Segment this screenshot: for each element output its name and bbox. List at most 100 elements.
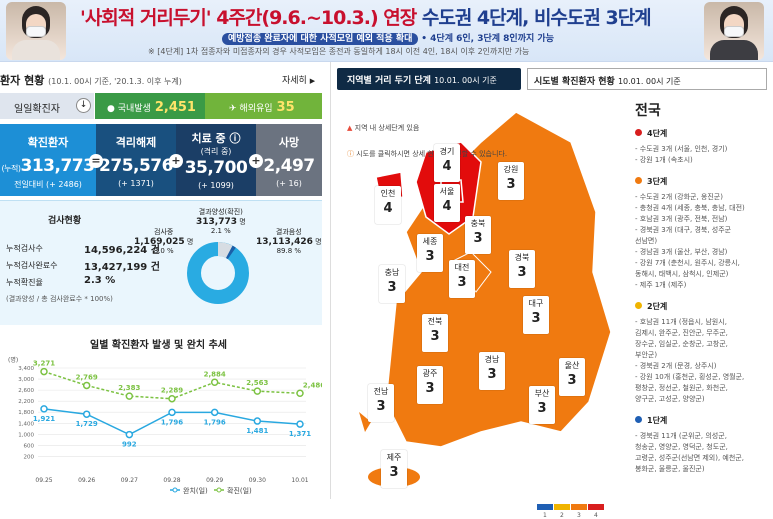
- region-chungnam[interactable]: 충남 3: [379, 265, 405, 303]
- legend-level-l4: 4단계: [635, 128, 667, 139]
- korea-map-svg: [359, 111, 612, 487]
- region-gwangju[interactable]: 광주 3: [417, 366, 443, 404]
- legend-item: - 수도권 3개 (서울, 인천, 경기): [635, 145, 728, 153]
- released-value: 275,576: [99, 156, 173, 176]
- region-seoul[interactable]: 서울 4: [434, 184, 460, 222]
- campaign-banner[interactable]: '사회적 거리두기' 4주간(9.6.~10.3.) 연장 수도권 4단계, 비…: [0, 0, 773, 62]
- legend-item: 청송군, 영양군, 영덕군, 청도군,: [635, 443, 728, 451]
- legend-level-l2: 2단계: [635, 301, 667, 312]
- legend-item: 장수군, 임실군, 순창군, 고창군,: [635, 340, 728, 348]
- trend-chart-svg: (명)3,400 3,000 2,600 2,200 1,800 1,400 1,000 60…: [8, 356, 322, 495]
- legend-item: - 경북권 2개 (문경, 상주시): [635, 362, 717, 370]
- legend-item: - 호남권 3개 (광주, 전북, 전남): [635, 215, 728, 223]
- test-donut-chart: [187, 242, 249, 304]
- level-dot-icon: [635, 177, 642, 184]
- region-panel: 지역별 거리 두기 단계 10.01. 00시 기준 시도별 확진환자 현황 1…: [330, 62, 773, 519]
- test-status-section: 검사현황 누적검사수 14,596,224 건 누적검사완료수 13,427,199…: [0, 200, 322, 325]
- legend-item: - 강원 1개 (속초시): [635, 156, 693, 164]
- y-unit-label: (명): [8, 356, 18, 364]
- death-box: 사망 2,497 (+ 16): [256, 124, 322, 196]
- treatment-value: 35,700: [184, 158, 248, 178]
- region-gyeongnam[interactable]: 경남 3: [479, 352, 505, 390]
- data-label: 2,884: [204, 370, 226, 378]
- region-ulsan[interactable]: 울산 3: [559, 358, 585, 396]
- data-label: 1,796: [204, 418, 226, 426]
- data-point: [168, 394, 176, 403]
- info-icon: ⓘ: [229, 132, 241, 145]
- donut-label-testing: 검사중 1,169,025 명 8.0 %: [134, 228, 194, 255]
- plane-icon: ✈: [229, 104, 237, 114]
- y-tick-label: 1,000: [18, 432, 34, 438]
- legend-marker: [216, 487, 222, 493]
- legend-item: - 강원 7개 (춘천시, 원주시, 강릉시,: [635, 259, 740, 267]
- data-label: 3,271: [33, 360, 55, 368]
- y-tick-label: 2,200: [18, 399, 34, 405]
- test-row-complete: 누적검사완료수 13,427,199 건: [6, 261, 160, 273]
- region-incheon[interactable]: 인천 4: [375, 186, 401, 224]
- region-gangwon[interactable]: 강원 3: [498, 162, 524, 200]
- tab-city-confirmed[interactable]: 시도별 확진환자 현황 10.01. 00시 기준: [527, 68, 767, 90]
- level-dot-icon: [635, 416, 642, 423]
- region-jeonbuk[interactable]: 전북 3: [422, 314, 448, 352]
- region-jeju[interactable]: 제주 3: [381, 450, 407, 488]
- daily-confirmed-row: 일일확진자 ↓ ● 국내발생 2,451 ✈ 해외유입 35: [0, 93, 322, 119]
- legend-label: 완치(일): [183, 486, 208, 495]
- legend-item: - 수도권 2개 (강화군, 옹진군): [635, 193, 723, 201]
- test-row-formula: (결과양성 / 총 검사완료수 * 100%): [6, 295, 113, 303]
- overseas-count: ✈ 해외유입 35: [205, 93, 322, 119]
- data-label: 1,796: [161, 418, 183, 426]
- legend-item: 선남면): [635, 237, 658, 245]
- legend-item: 부안군): [635, 351, 658, 359]
- map-hint-detail: ▲ 지역 내 상세단계 있음: [347, 124, 420, 132]
- donut-label-positive: 결과양성(확진) 313,773 명 2.1 %: [196, 208, 246, 235]
- data-point: [125, 430, 134, 439]
- region-gyeonggi[interactable]: 경기 4: [434, 144, 460, 182]
- data-point: [210, 378, 219, 387]
- y-tick-label: 3,000: [18, 377, 34, 383]
- map-hint: ⓘ 시도를 클릭하시면 상세 현황을 확인할 수 있습니다.: [347, 150, 508, 158]
- data-point: [40, 367, 48, 376]
- treatment-box: 치료 중 ⓘ (격리 중) 35,700 (+ 1099): [176, 124, 256, 196]
- legend-item: 양구군, 고성군, 양양군): [635, 395, 705, 403]
- banner-title: '사회적 거리두기' 4주간(9.6.~10.3.) 연장 수도권 4단계, 비…: [80, 7, 652, 29]
- data-label: 1,481: [246, 427, 268, 435]
- legend-level-l3: 3단계: [635, 176, 667, 187]
- x-tick-label: 09.25: [35, 477, 52, 484]
- banner-pill: 예방접종 완료자에 대한 사적모임 예외 적용 확대: [222, 33, 419, 45]
- region-sejong[interactable]: 세종 3: [417, 234, 443, 272]
- panel-title: 환자 현황 (10.1. 00시 기준, '20.1.3. 이후 누계): [0, 74, 182, 87]
- chevron-right-icon: ▶: [309, 77, 316, 85]
- distance-level-legend: 전국 4단계 - 수도권 3개 (서울, 인천, 경기) - 강원 1개 (속초시)…: [633, 92, 773, 499]
- level-dot-icon: [635, 129, 642, 136]
- arrow-down-icon: ↓: [76, 98, 91, 113]
- y-tick-label: 200: [24, 454, 35, 460]
- data-point: [296, 420, 304, 428]
- region-chungbuk[interactable]: 충북 3: [465, 216, 491, 254]
- more-link[interactable]: 자세히 ▶: [282, 76, 316, 86]
- legend-item: - 충청권 4개 (세종, 충북, 충남, 대전): [635, 204, 745, 212]
- test-row-rate: 누적확진율 2.3 %: [6, 275, 116, 287]
- data-point: [168, 408, 176, 417]
- chart-title: 일별 확진환자 발생 및 완치 추세: [90, 340, 228, 351]
- x-tick-label: 09.30: [249, 477, 266, 484]
- x-tick-label: 09.27: [121, 477, 138, 484]
- legend-item: - 제주 1개 (제주): [635, 281, 687, 289]
- legend-item: - 경북권 3개 (대구, 경북, 성주군: [635, 226, 732, 234]
- data-point: [82, 410, 91, 418]
- data-label: 1,921: [33, 415, 55, 423]
- level-dot-icon: [635, 302, 642, 309]
- tab-distance-level[interactable]: 지역별 거리 두기 단계 10.01. 00시 기준: [337, 68, 521, 90]
- legend-item: - 경남권 3개 (울산, 부산, 경남): [635, 248, 728, 256]
- region-gyeongbuk[interactable]: 경북 3: [509, 250, 535, 288]
- region-daejeon[interactable]: 대전 3: [449, 260, 475, 298]
- data-label: 2,563: [246, 379, 268, 387]
- region-jeonnam[interactable]: 전남 3: [368, 384, 394, 422]
- data-point: [210, 408, 219, 417]
- spokesperson-right-image: [704, 2, 764, 60]
- region-daegu[interactable]: 대구 3: [523, 296, 549, 334]
- region-busan[interactable]: 부산 3: [529, 386, 555, 424]
- data-point: [253, 387, 262, 395]
- data-point: [296, 389, 304, 398]
- x-tick-label: 09.26: [78, 477, 95, 484]
- legend-title: 전국: [635, 103, 661, 119]
